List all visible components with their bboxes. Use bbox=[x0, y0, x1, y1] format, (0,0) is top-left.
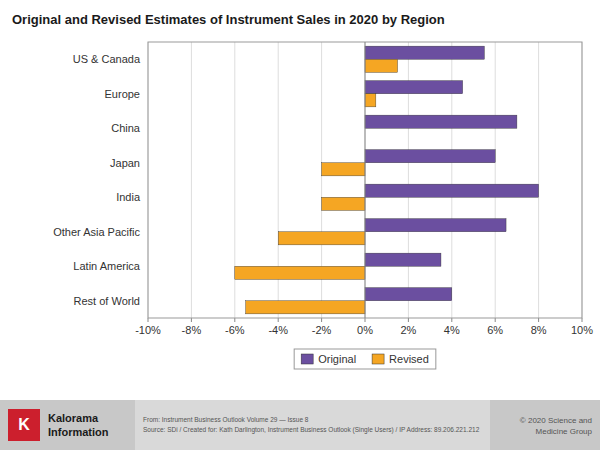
bar bbox=[365, 150, 495, 163]
grid bbox=[148, 42, 582, 318]
bar bbox=[365, 288, 452, 301]
category-label: US & Canada bbox=[73, 53, 141, 65]
bar bbox=[365, 184, 539, 197]
tick-label: 2% bbox=[400, 324, 416, 336]
category-label: Rest of World bbox=[74, 295, 140, 307]
tick-label: 0% bbox=[357, 324, 373, 336]
grid-line bbox=[365, 42, 366, 318]
text-line: © 2020 Science and bbox=[520, 416, 592, 425]
logo bbox=[8, 409, 40, 441]
zero-line bbox=[365, 42, 366, 318]
footer-text: From: Instrument Business Outlook Volume… bbox=[143, 416, 480, 434]
tick-label: -6% bbox=[225, 324, 245, 336]
tick-mark bbox=[365, 318, 366, 322]
title: Original and Revised Estimates of Instru… bbox=[12, 12, 445, 27]
x-axis: -10% -8% -6% -4% -2% 0% 2% 4% 6% 8% 10% bbox=[135, 318, 593, 336]
tick-label: 8% bbox=[531, 324, 547, 336]
tick-mark bbox=[234, 318, 235, 322]
category-label: Europe bbox=[105, 88, 140, 100]
footer-band bbox=[0, 400, 600, 450]
tick-mark bbox=[538, 318, 539, 322]
bar bbox=[365, 81, 463, 94]
text-line: Medicine Group bbox=[536, 427, 593, 436]
background bbox=[0, 0, 600, 450]
legend-label: Revised bbox=[389, 353, 429, 365]
legend: Original Revised bbox=[294, 349, 436, 369]
tick-label: 4% bbox=[444, 324, 460, 336]
tick-mark bbox=[191, 318, 192, 322]
bar bbox=[365, 115, 517, 128]
category-label: China bbox=[111, 122, 141, 134]
tick-mark bbox=[451, 318, 452, 322]
footer-left bbox=[0, 400, 135, 450]
tick-mark bbox=[582, 318, 583, 322]
chart: Original and Revised Estimates of Instru… bbox=[0, 0, 600, 450]
tick-mark bbox=[148, 318, 149, 322]
text-line: From: Instrument Business Outlook Volume… bbox=[143, 416, 309, 423]
plot-frame bbox=[148, 42, 582, 318]
category-label: Other Asia Pacific bbox=[53, 226, 140, 238]
bar bbox=[278, 232, 365, 245]
grid-line bbox=[191, 42, 192, 318]
bar bbox=[365, 219, 506, 232]
bar bbox=[322, 163, 365, 176]
bar bbox=[365, 94, 376, 107]
tick-mark bbox=[321, 318, 322, 322]
logo-letter: K bbox=[18, 416, 30, 433]
bar bbox=[365, 59, 398, 72]
footer-right bbox=[490, 400, 600, 450]
logo-text: Kalorama bbox=[48, 412, 99, 424]
tick-mark bbox=[495, 318, 496, 322]
grid-line bbox=[495, 42, 496, 318]
bar bbox=[246, 301, 365, 314]
y-axis: US & Canada Europe China Japan India Other As… bbox=[53, 53, 141, 307]
logo-text: Information bbox=[48, 426, 109, 438]
bar bbox=[235, 266, 365, 279]
tick-mark bbox=[278, 318, 279, 322]
category-label: Japan bbox=[110, 157, 140, 169]
tick-label: -8% bbox=[182, 324, 202, 336]
bar bbox=[322, 197, 365, 210]
legend-frame bbox=[294, 349, 436, 369]
tick-mark bbox=[408, 318, 409, 322]
tick-label: -10% bbox=[135, 324, 161, 336]
footer-right-text: © 2020 Science and Medicine Group bbox=[520, 416, 593, 436]
legend-swatch bbox=[372, 354, 384, 364]
bars bbox=[235, 46, 539, 314]
tick-label: 10% bbox=[571, 324, 593, 336]
tick-label: -4% bbox=[268, 324, 288, 336]
bar bbox=[365, 46, 484, 59]
legend-label: Original bbox=[318, 353, 356, 365]
grid-line bbox=[538, 42, 539, 318]
category-label: Latin America bbox=[73, 260, 141, 272]
tick-label: -2% bbox=[312, 324, 332, 336]
bar bbox=[365, 253, 441, 266]
category-label: India bbox=[116, 191, 141, 203]
legend-swatch bbox=[301, 354, 313, 364]
text-line: Source: SDi / Created for: Kath Darlingt… bbox=[143, 426, 480, 434]
page: {"chart_data": { "type": "bar", "orienta… bbox=[0, 0, 600, 450]
footer: K Kalorama Information From: Instrument Bus… bbox=[0, 400, 600, 450]
tick-label: 6% bbox=[487, 324, 503, 336]
